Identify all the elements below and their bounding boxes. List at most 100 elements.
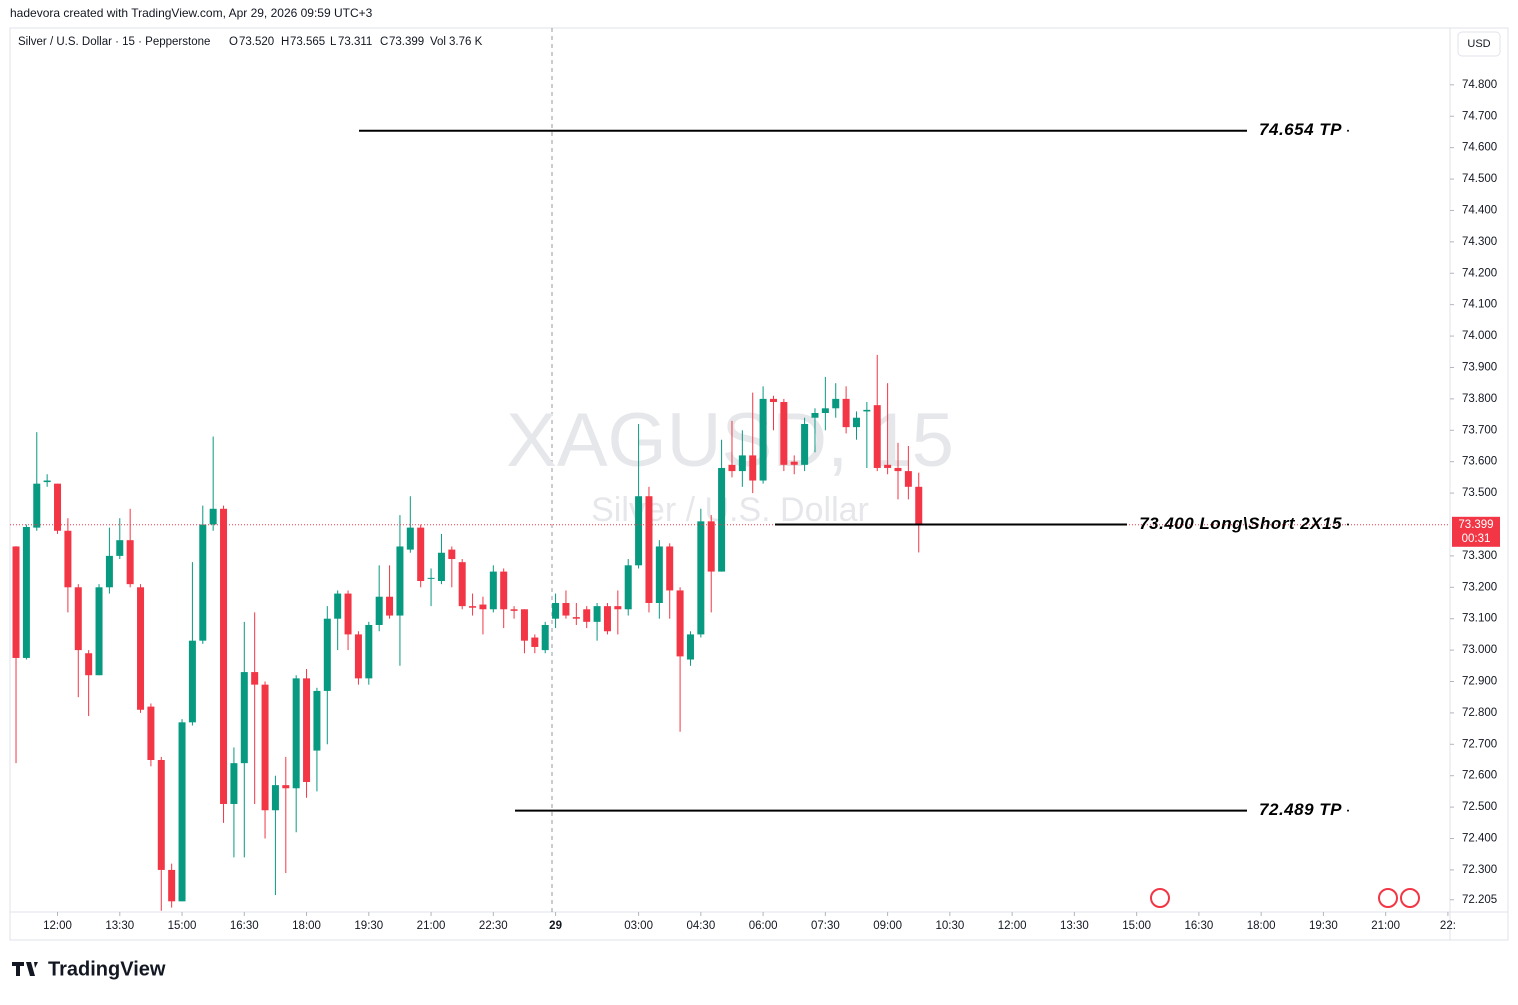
y-tick-label: 72.500 [1462, 801, 1497, 813]
currency-button[interactable] [1457, 31, 1501, 57]
candle-body [147, 706, 155, 761]
y-tick-label: 72.600 [1462, 770, 1497, 782]
x-tick-label: 12:00 [998, 920, 1027, 932]
candle-body [655, 546, 663, 603]
candle-body [541, 624, 549, 651]
frame [9, 27, 1509, 941]
candle-body [354, 634, 362, 679]
currency[interactable]: USD [1467, 38, 1490, 50]
candle-body [769, 398, 777, 403]
symbol: Silver / U.S. Dollar · 15 · Pepperstone [18, 36, 210, 48]
candle-body [635, 496, 643, 566]
candle-body [790, 461, 798, 465]
candle-body [12, 546, 20, 658]
x-tick-label: 16:30 [230, 920, 259, 932]
candle-body [686, 634, 694, 660]
candle-body [562, 602, 570, 616]
x-tick-label: 15:00 [168, 920, 197, 932]
candle-body [645, 496, 653, 603]
y-tick-label: 74.200 [1462, 267, 1497, 279]
x-tick-label: 10:30 [935, 920, 964, 932]
x-tick-label: 29 [549, 920, 562, 932]
x-tick-label: 12:00 [43, 920, 72, 932]
x-tick-label: 22: [1440, 920, 1456, 932]
x-tick-label: 04:30 [686, 920, 715, 932]
h-label: H [281, 36, 289, 48]
x-tick-label: 03:00 [624, 920, 653, 932]
candle-body [386, 596, 394, 616]
candle-body [261, 684, 269, 811]
candle-body [437, 552, 445, 582]
watermark-description: Silver / U.S. Dollar [591, 491, 869, 529]
last-price-label: 73.399 [1458, 519, 1493, 531]
candle-body [603, 606, 611, 632]
y-tick-label: 72.300 [1462, 864, 1497, 876]
event-icon[interactable] [1400, 888, 1420, 908]
c-value: 73.399 [389, 36, 424, 48]
candle-body [95, 587, 103, 676]
y-tick-label: 74.000 [1462, 330, 1497, 342]
x-tick-label: 13:30 [1060, 920, 1089, 932]
o-label: O [229, 36, 238, 48]
h-value: 73.565 [290, 36, 325, 48]
candle-body [188, 640, 196, 723]
x-tick-label: 07:30 [811, 920, 840, 932]
candle-body [126, 540, 134, 585]
event-icon[interactable] [1150, 888, 1170, 908]
candle-body [593, 606, 601, 622]
x-tick-label: 16:30 [1185, 920, 1214, 932]
candle-body [334, 593, 342, 619]
candle-body [697, 521, 705, 635]
candle-body [915, 486, 923, 525]
candle-body [178, 722, 186, 902]
y-tick-label: 74.600 [1462, 142, 1497, 154]
event-icon[interactable] [1378, 888, 1398, 908]
candle-body [759, 398, 767, 481]
x-tick-label: 09:00 [873, 920, 902, 932]
candle-body [365, 624, 373, 679]
o-value: 73.520 [239, 36, 274, 48]
candle-body [199, 524, 207, 641]
candle-body [427, 577, 435, 579]
candle-body [323, 618, 331, 691]
candle-body [458, 562, 466, 607]
candle-body [271, 785, 279, 811]
candle-body [116, 540, 124, 556]
candle-body [33, 483, 41, 528]
level-label: 72.489 TP [1259, 800, 1342, 819]
x-tick-label: 13:30 [105, 920, 134, 932]
candle-body [22, 526, 30, 658]
candle-body [489, 571, 497, 610]
level-label: 74.654 TP [1259, 120, 1342, 139]
candle-body [251, 672, 259, 685]
candle-body [105, 555, 113, 588]
candle-body [469, 606, 477, 608]
y-tick-label: 74.800 [1462, 79, 1497, 91]
candle-body [552, 602, 560, 619]
logo: TradingView [12, 958, 166, 980]
candle-body [614, 606, 622, 610]
candle-body [220, 508, 228, 804]
x-tick-label: 21:00 [1371, 920, 1400, 932]
y-tick-label: 73.900 [1462, 361, 1497, 373]
y-tick-label: 72.800 [1462, 707, 1497, 719]
candle-body [375, 596, 383, 625]
logo-mark [12, 962, 38, 976]
c-label: C [380, 36, 388, 48]
candle-body [842, 398, 850, 428]
candle-body [780, 402, 788, 465]
candle-body [64, 530, 72, 588]
candle-body [74, 587, 82, 651]
y-tick-label: 74.400 [1462, 204, 1497, 216]
last-price-tag [1452, 516, 1500, 547]
candle-body [448, 549, 456, 560]
candle-body [313, 690, 321, 751]
candle-body [811, 413, 819, 418]
candle-body [572, 617, 580, 619]
candle-body [520, 609, 528, 641]
candle-body [718, 467, 726, 572]
candle-body [832, 398, 840, 409]
level-handle [1347, 809, 1349, 812]
y-tick-label: 73.300 [1462, 550, 1497, 562]
candle-body [54, 483, 62, 531]
